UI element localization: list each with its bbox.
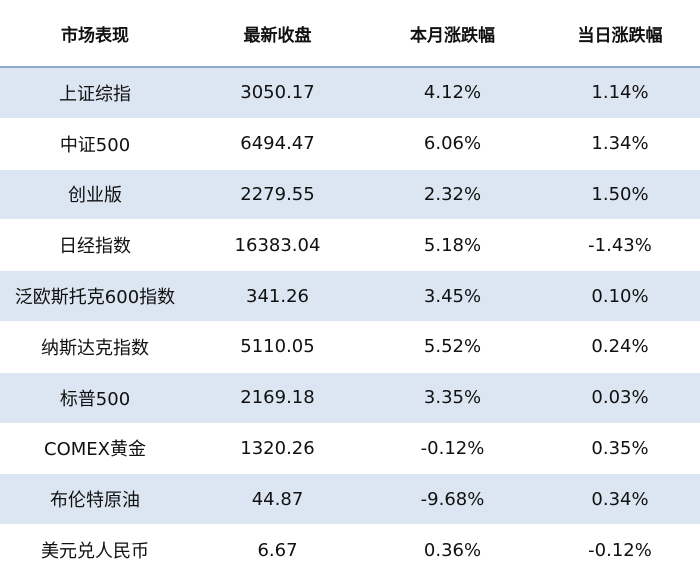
header-month-change: 本月涨跌幅 bbox=[410, 25, 495, 46]
latest-close: 341.26 bbox=[246, 285, 309, 307]
market-name: 标普500 bbox=[59, 388, 131, 410]
market-name: COMEX黄金 bbox=[44, 439, 146, 461]
latest-close: 6.67 bbox=[257, 539, 298, 561]
latest-close: 16383.04 bbox=[234, 234, 321, 256]
table-row: 泛欧斯托克600指数 341.26 3.45% 0.10% bbox=[0, 271, 700, 322]
latest-close: 2169.18 bbox=[240, 387, 315, 409]
month-change: 3.45% bbox=[423, 285, 482, 307]
header-day-change: 当日涨跌幅 bbox=[577, 25, 663, 46]
table-row: 中证500 6494.47 6.06% 1.34% bbox=[0, 119, 700, 170]
day-change: 1.50% bbox=[591, 183, 649, 205]
market-name: 中证500 bbox=[59, 134, 131, 156]
day-change: 0.34% bbox=[591, 488, 649, 510]
table-row: 纳斯达克指数 5110.05 5.52% 0.24% bbox=[0, 322, 700, 373]
table-header-row: 市场表现 最新收盘 本月涨跌幅 当日涨跌幅 bbox=[0, 0, 700, 68]
table-row: 标普500 2169.18 3.35% 0.03% bbox=[0, 372, 700, 424]
day-change: 0.24% bbox=[591, 336, 649, 358]
month-change: -0.12% bbox=[420, 437, 485, 459]
day-change: 0.10% bbox=[591, 285, 649, 307]
latest-close: 1320.26 bbox=[240, 437, 315, 459]
latest-close: 3050.17 bbox=[240, 82, 315, 104]
month-change: 3.35% bbox=[423, 387, 482, 409]
table-row: 创业版 2279.55 2.32% 1.50% bbox=[0, 169, 700, 221]
day-change: -1.43% bbox=[588, 234, 652, 256]
month-change: 6.06% bbox=[423, 133, 482, 155]
latest-close: 44.87 bbox=[251, 488, 304, 510]
month-change: 5.52% bbox=[423, 336, 482, 358]
market-name: 日经指数 bbox=[59, 236, 131, 258]
market-name: 创业版 bbox=[68, 185, 122, 207]
month-change: 4.12% bbox=[423, 82, 482, 104]
latest-close: 2279.55 bbox=[240, 183, 315, 205]
day-change: 0.35% bbox=[591, 437, 649, 459]
table-row: 美元兑人民币 6.67 0.36% -0.12% bbox=[0, 525, 700, 576]
table-row: 布伦特原油 44.87 -9.68% 0.34% bbox=[0, 474, 700, 526]
month-change: 5.18% bbox=[423, 234, 482, 256]
latest-close: 5110.05 bbox=[240, 336, 315, 358]
market-name: 泛欧斯托克600指数 bbox=[14, 287, 176, 309]
month-change: 2.32% bbox=[423, 183, 482, 205]
day-change: 1.34% bbox=[591, 133, 649, 155]
market-name: 上证综指 bbox=[59, 83, 131, 105]
market-name: 美元兑人民币 bbox=[41, 541, 149, 563]
market-name: 纳斯达克指数 bbox=[41, 337, 149, 359]
day-change: 1.14% bbox=[591, 82, 649, 104]
market-name: 布伦特原油 bbox=[50, 490, 140, 512]
header-latest-close: 最新收盘 bbox=[243, 25, 312, 46]
latest-close: 6494.47 bbox=[240, 133, 315, 155]
table-row: 日经指数 16383.04 5.18% -1.43% bbox=[0, 220, 700, 272]
day-change: -0.12% bbox=[588, 539, 652, 561]
month-change: 0.36% bbox=[423, 539, 482, 561]
table-row: COMEX黄金 1320.26 -0.12% 0.35% bbox=[0, 424, 700, 475]
day-change: 0.03% bbox=[591, 387, 649, 409]
table-row: 上证综指 3050.17 4.12% 1.14% bbox=[0, 68, 700, 119]
header-market: 市场表现 bbox=[61, 25, 129, 46]
month-change: -9.68% bbox=[420, 488, 485, 510]
